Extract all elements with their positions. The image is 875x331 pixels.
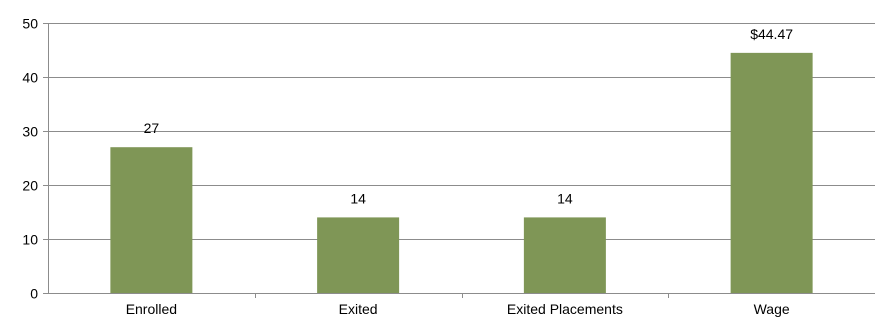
data-labels: 27 14 14 $44.47 bbox=[144, 26, 794, 207]
x-category-label: Wage bbox=[754, 301, 790, 317]
x-category-label: Exited Placements bbox=[507, 301, 623, 317]
y-tick-label: 50 bbox=[22, 16, 38, 32]
bar-enrolled bbox=[110, 147, 193, 293]
x-axis-category-labels: Enrolled Exited Exited Placements Wage bbox=[126, 301, 790, 317]
y-tick-label: 10 bbox=[22, 232, 38, 248]
bar-exited-placements bbox=[523, 217, 606, 293]
axes bbox=[43, 23, 875, 298]
y-tick-label: 40 bbox=[22, 70, 38, 86]
bar-wage bbox=[730, 52, 813, 293]
x-category-label: Enrolled bbox=[126, 301, 177, 317]
bar-data-label: $44.47 bbox=[750, 26, 793, 42]
y-axis-tick-labels: 0 10 20 30 40 50 bbox=[22, 16, 38, 302]
bar-data-label: 14 bbox=[557, 190, 573, 206]
bar-data-label: 14 bbox=[350, 190, 366, 206]
y-tick-label: 0 bbox=[30, 286, 38, 302]
y-tick-label: 20 bbox=[22, 178, 38, 194]
x-category-label: Exited bbox=[339, 301, 378, 317]
bars bbox=[110, 52, 813, 293]
bar-data-label: 27 bbox=[144, 120, 160, 136]
y-tick-label: 30 bbox=[22, 124, 38, 140]
bar-exited bbox=[317, 217, 400, 293]
